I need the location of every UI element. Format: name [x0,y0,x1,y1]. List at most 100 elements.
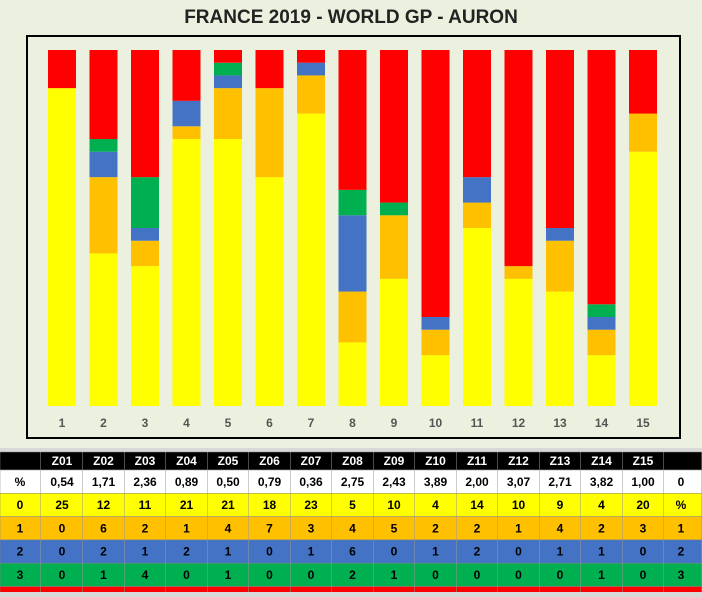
table-cell: 10 [512,498,526,512]
bar-segment [338,50,367,190]
bar-segment [421,329,450,356]
bar-segment [172,139,201,406]
table-cell: % [15,475,26,489]
bar-segment [338,189,367,216]
bar-segment [380,215,408,279]
bar-segment [214,50,242,63]
bar-segment [587,317,616,330]
x-tick-label: 3 [142,416,149,430]
bar-segment [255,177,284,406]
table-cell: 0 [59,521,66,535]
table-cell: 1 [308,545,315,559]
bar-segment [463,228,491,406]
x-tick-label: 4 [183,416,190,430]
table-cell: Z05 [218,454,239,468]
table-cell: 23 [304,498,318,512]
x-tick-label: 8 [349,416,356,430]
table-cell: 0 [17,498,24,512]
table-cell: 3 [17,568,24,582]
x-tick-label: 12 [512,416,526,430]
table-cell: 1,71 [92,475,116,489]
bar-segment [587,355,616,406]
table-cell: 2 [432,521,439,535]
table-cell: Z08 [342,454,363,468]
table-cell: 2,36 [133,475,157,489]
table-cell: 0 [640,545,647,559]
bar-segment [131,177,159,228]
bar-segment [629,113,657,152]
table-cell: 2 [349,568,356,582]
x-tick-label: 6 [266,416,273,430]
table-cell: 3,07 [507,475,531,489]
table-cell: 10 [387,498,401,512]
bar-segment [214,75,242,89]
table-cell: 4 [225,521,232,535]
table-cell: Z11 [467,454,487,468]
bar-segment [297,50,325,63]
table-cell: 0 [557,568,564,582]
table-cell: 0 [59,545,66,559]
bar-segment [297,62,325,76]
table-cell: 0 [391,545,398,559]
bar-segment [48,50,76,89]
table-cell: 1 [515,521,522,535]
bar-segment [421,50,450,317]
table-cell: 7 [266,521,273,535]
table-cell: 1 [432,545,439,559]
bar-segment [546,240,574,292]
table-cell: 3 [640,521,647,535]
table-cell: 2 [598,521,605,535]
bar-segment [421,317,450,330]
table-cell: 5 [391,521,398,535]
table-cell: 14 [470,498,484,512]
table-cell: 0,50 [216,475,240,489]
bar-segment [338,291,367,343]
table-cell: 4 [598,498,605,512]
table-cell: 11 [139,498,152,512]
table-cell: 20 [636,498,650,512]
x-tick-label: 11 [471,416,484,430]
table-cell: 6 [349,545,356,559]
table-cell: 0,36 [299,475,323,489]
bar-segment [89,177,118,254]
bar-segment [214,88,242,139]
table-cell: 2,71 [548,475,572,489]
table-cell: Z04 [176,454,197,468]
table-cell: Z01 [52,454,73,468]
bar-segment [421,355,450,406]
table-cell: 2,43 [382,475,406,489]
table-cell: Z09 [384,454,405,468]
bar-segment [380,278,408,406]
table-cell: % [676,498,687,512]
table-cell: 1 [678,521,685,535]
bar-segment [131,266,159,406]
table-cell: 4 [557,521,564,535]
bar-segment [214,139,242,406]
table-cell: 0,54 [50,475,74,489]
table-cell: 2 [474,521,481,535]
table-cell: 1 [598,545,605,559]
bar-segment [89,139,118,152]
table-cell: 1,00 [631,475,655,489]
table-cell: 2 [474,545,481,559]
table-cell: 0 [474,568,481,582]
table-cell: Z07 [301,454,322,468]
table-cell: 0 [678,475,685,489]
table-cell: 2 [678,545,685,559]
x-tick-label: 1 [59,416,66,430]
table-cell: 2 [100,545,107,559]
table-cell: 6 [100,521,107,535]
table-cell: Z15 [633,454,654,468]
bar-segment [587,329,616,356]
table-cell: Z03 [135,454,156,468]
chart-title: FRANCE 2019 - WORLD GP - AURON [184,7,518,28]
bar-segment [89,253,118,406]
bar-segment [214,62,242,76]
bar-segment [255,50,284,89]
bar-segment [89,50,118,139]
bar-segment [255,88,284,178]
table-cell: 1 [391,568,398,582]
bar-segment [172,100,201,127]
table-cell: 4 [432,498,439,512]
bar-segment [546,291,574,406]
